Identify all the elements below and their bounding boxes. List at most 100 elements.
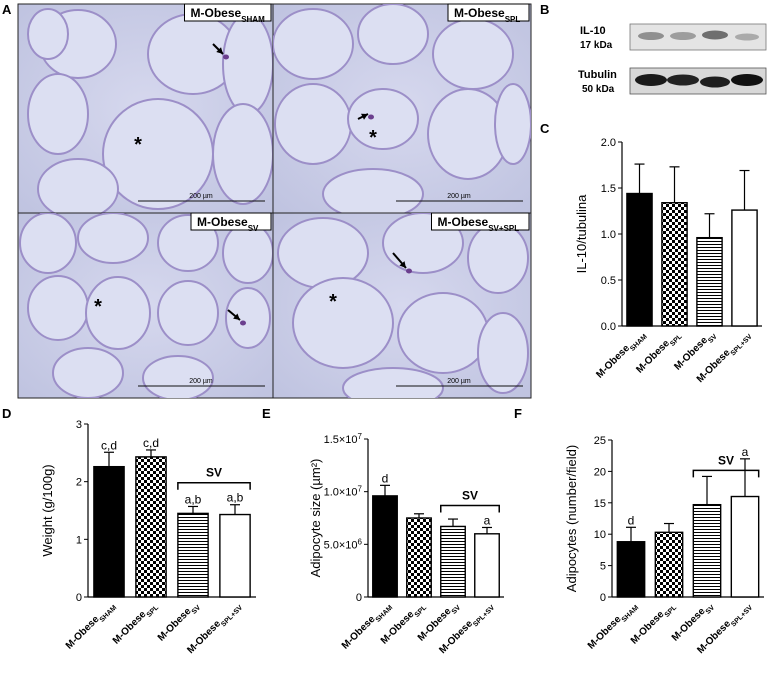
bar (692, 503, 722, 598)
adipocyte (274, 83, 352, 165)
y-tick-label: 0 (356, 592, 362, 604)
arrow-head (361, 113, 368, 120)
panel-letter-c: C (540, 121, 550, 136)
adipocyte (225, 287, 271, 349)
y-tick-label: 1.0×107 (324, 484, 363, 499)
scale-label: 200 µm (447, 193, 471, 200)
adipocyte-cells (27, 8, 273, 213)
y-tick-label: 10 (594, 529, 606, 541)
adipocyte-cells (277, 213, 529, 398)
micrograph-title-box (190, 212, 272, 231)
arrow-head (399, 261, 406, 268)
micrograph-title: M-ObeseSV (197, 215, 259, 233)
adipocyte (477, 312, 529, 394)
adipocyte (277, 217, 369, 289)
bar (406, 517, 432, 598)
micrograph-title-box (447, 3, 530, 22)
y-tick-label: 2.0 (601, 137, 616, 149)
bar-label: d (382, 471, 389, 485)
adipocyte (37, 158, 119, 213)
bar (654, 531, 684, 598)
y-tick-label: 15 (594, 498, 606, 510)
adipocyte (27, 8, 69, 60)
blot-band (700, 76, 730, 88)
adipocyte (142, 355, 214, 398)
panel-letter-e: E (262, 406, 271, 421)
adipocyte (467, 222, 529, 294)
arrow-head (233, 313, 240, 320)
asterisk: * (94, 296, 102, 318)
significance-bracket (692, 469, 760, 478)
adipocyte (52, 347, 124, 398)
adipocyte (347, 88, 419, 150)
arrow-head (216, 47, 223, 54)
blot-band (638, 32, 664, 40)
bracket-label: SV (206, 466, 222, 480)
adipocyte (212, 103, 273, 205)
x-tick-label: M-ObeseSPL+SV (695, 599, 754, 658)
adipocyte (432, 18, 514, 90)
micrograph-title: M-ObeseSPL (454, 6, 520, 24)
micrograph: * M-ObeseSHAM 200 µm (17, 3, 274, 214)
bar (626, 192, 653, 327)
blot-band (702, 30, 728, 40)
bracket-label: SV (718, 453, 734, 467)
blot-band (735, 33, 759, 41)
micrograph-grid: * M-ObeseSHAM 200 µm * M-ObeseSPL 200 µm * M-Ob… (17, 3, 532, 399)
y-tick-label: 0 (76, 592, 82, 604)
micrograph: * M-ObeseSPL 200 µm (272, 3, 532, 214)
y-tick-label: 25 (594, 435, 606, 447)
bar-label: a (742, 445, 749, 459)
adipocyte (322, 168, 424, 213)
blot-band (667, 74, 699, 86)
bar (93, 465, 125, 598)
adipocyte (27, 73, 89, 155)
y-axis-label: Adipocytes (number/field) (564, 445, 579, 592)
y-tick-label: 1.5×107 (324, 432, 363, 447)
significance-bracket (177, 481, 251, 490)
adipocyte (85, 276, 151, 350)
chart-d: 0 1 2 3 Weight (g/100g) c,d M-ObeseSHAM c,d M-Ob… (40, 419, 256, 656)
asterisk: * (134, 134, 142, 156)
y-tick-label: 1 (76, 534, 82, 546)
y-axis-label: IL-10/tubulina (574, 194, 589, 274)
bar (474, 533, 500, 598)
bar (177, 512, 209, 598)
adipocyte (27, 275, 89, 341)
adipocyte (397, 292, 489, 374)
micrograph-title: M-ObeseSV+SPL (438, 215, 520, 233)
panel-letter-a: A (2, 2, 12, 17)
adipocyte (157, 280, 219, 346)
adipocyte (19, 213, 77, 274)
bar (661, 202, 688, 327)
bar-label: a (484, 513, 491, 527)
asterisk: * (369, 127, 377, 149)
blot-label-tubulin: Tubulin (578, 69, 617, 81)
micrograph-title-box (431, 212, 530, 231)
bar (372, 495, 398, 598)
adipocyte (494, 83, 531, 165)
adipocyte (77, 213, 149, 264)
bar-label: c,d (101, 438, 117, 452)
y-tick-label: 0.5 (601, 275, 616, 287)
bar-label: a,b (227, 491, 244, 505)
significance-bracket (440, 504, 500, 513)
scale-label: 200 µm (189, 193, 213, 200)
bar (440, 525, 466, 598)
adipocyte-cells (19, 213, 273, 398)
panel-letter-d: D (2, 406, 11, 421)
bar (616, 541, 646, 598)
y-tick-label: 2 (76, 477, 82, 489)
adipocyte (342, 367, 444, 398)
x-tick-label: M-ObeseSHAM (586, 599, 640, 653)
y-tick-label: 0 (600, 592, 606, 604)
nucleus (223, 54, 229, 60)
x-tick-label: M-ObeseSPL (111, 599, 161, 649)
chart-c: 0.00.51.01.52.0IL-10/tubulinaM-ObeseSHAM… (574, 137, 762, 385)
western-blot: IL-10 17 kDa Tubulin 50 kDa (578, 23, 767, 95)
blot-size-tubulin: 50 kDa (582, 84, 615, 95)
blot-band (731, 74, 763, 86)
bar-label: c,d (143, 436, 159, 450)
adipocyte (357, 4, 429, 65)
